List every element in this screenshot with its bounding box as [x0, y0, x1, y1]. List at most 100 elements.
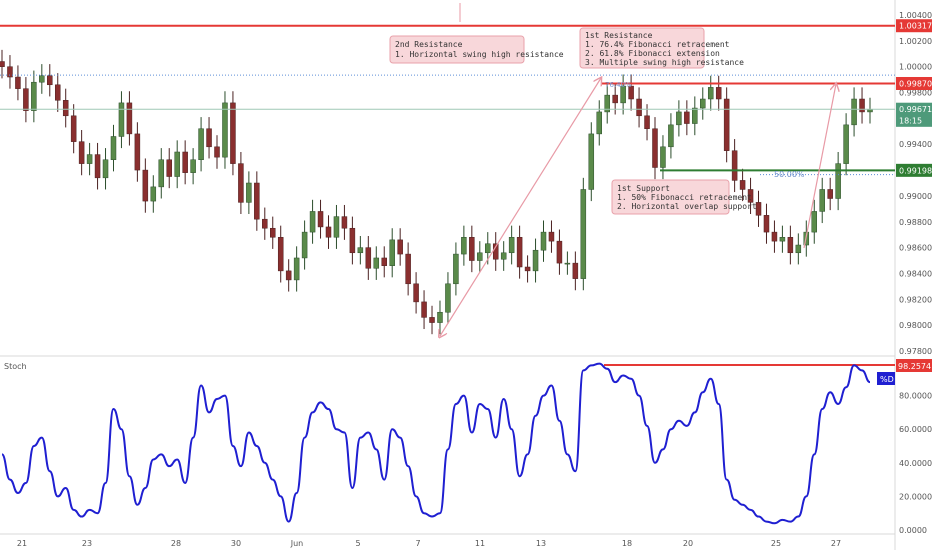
candle-body — [277, 237, 284, 272]
price-marker-label: 0.99198 — [899, 166, 932, 175]
time-tick-label: 25 — [771, 539, 781, 548]
candle-body — [214, 146, 220, 158]
first-resistance-note: 1st Resistance 1. 76.4% Fibonacci retrac… — [579, 27, 744, 69]
candle-body — [620, 85, 626, 104]
candle-body — [301, 231, 308, 259]
price-marker-badge — [896, 76, 932, 90]
candle-body — [0, 61, 5, 67]
candle-body — [676, 111, 682, 126]
price-tick-label: 0.98600 — [899, 244, 932, 253]
candle-body — [397, 239, 403, 255]
stoch-tick-label: 40.0000 — [899, 459, 932, 468]
candle-body — [429, 317, 435, 323]
price-tick-label: 1.00400 — [899, 11, 932, 20]
candle-body — [158, 159, 165, 188]
candle-body — [150, 186, 157, 202]
candle-body — [739, 180, 746, 190]
candle-body — [485, 243, 491, 254]
price-tick-label: 0.98000 — [899, 321, 932, 330]
time-tick-label: 27 — [831, 539, 841, 548]
fib-top-label: 76.40% — [605, 81, 632, 89]
candle-body — [477, 252, 483, 261]
note-line: 1. 76.4% Fibonacci retracement — [585, 40, 730, 49]
candle-body — [102, 159, 109, 179]
candle-body — [333, 216, 340, 238]
candle-body — [126, 102, 133, 135]
note-line: 2. Horizontal overlap support — [617, 202, 757, 211]
price-tick-label: 0.99400 — [899, 140, 932, 149]
note-title: 1st Support — [617, 184, 670, 193]
fib-50-label: 50.00% — [774, 170, 805, 179]
stoch-tick-label: 0.0000 — [899, 526, 927, 535]
price-tick-label: 1.00200 — [899, 37, 932, 46]
stoch-pane: Stoch 80.0000 60.0000 40.0000 20.0000 0.0000… — [1, 359, 932, 535]
price-tick-label: 0.97800 — [899, 347, 932, 356]
stoch-series-label: %D — [880, 375, 894, 384]
candle-body — [445, 283, 451, 313]
candle-body — [795, 244, 802, 254]
candle-body — [731, 150, 738, 181]
candle-body — [31, 81, 37, 111]
candle-body — [644, 115, 650, 129]
candle-body — [78, 141, 85, 164]
note-line: 2. 61.8% Fibonacci extension — [585, 49, 720, 58]
candle-body — [580, 189, 587, 279]
price-marker-label: 0.99870 — [899, 79, 932, 88]
candle-body — [588, 133, 595, 190]
stoch-tick-label: 80.0000 — [899, 392, 932, 401]
time-axis: 21 23 28 30 Jun 5 7 11 13 18 20 25 27 — [17, 539, 841, 548]
candle-body — [851, 98, 857, 126]
stoch-last-marker: 98.2574 — [896, 359, 932, 372]
candle-body — [70, 115, 77, 142]
candle-body — [548, 231, 555, 242]
price-tick-label: 0.99000 — [899, 192, 932, 201]
candle-body — [700, 98, 706, 109]
candle-body — [23, 88, 29, 111]
candle-body — [47, 75, 53, 86]
time-tick-label: 23 — [82, 539, 92, 548]
stoch-tick-label: 20.0000 — [899, 492, 932, 501]
candle-body — [222, 102, 228, 158]
time-tick-label: 11 — [475, 539, 485, 548]
price-marker-label: 0.99671 — [899, 105, 932, 114]
projection-arrow — [803, 84, 836, 249]
candle-body — [811, 211, 818, 233]
time-tick-label: 20 — [683, 539, 693, 548]
time-tick-label: Jun — [290, 539, 304, 548]
candle-body — [39, 75, 45, 83]
candle-body — [246, 182, 252, 203]
candle-body — [787, 237, 794, 254]
candle-body — [285, 270, 292, 281]
candle-body — [413, 283, 419, 303]
note-line: 1. Horizontal swing high resistance — [395, 50, 564, 59]
candle-body — [668, 124, 674, 148]
candle-body — [500, 252, 507, 260]
candle-body — [540, 231, 547, 251]
candle-body — [556, 240, 563, 264]
candle-body — [596, 111, 602, 135]
candle-body — [819, 189, 825, 212]
candle-body — [572, 262, 579, 279]
candle-body — [843, 124, 849, 164]
candle-body — [54, 84, 61, 101]
candle-body — [190, 159, 196, 173]
candle-body — [604, 94, 610, 113]
note-title: 2nd Resistance — [395, 40, 463, 49]
candle-body — [110, 136, 117, 160]
candle-body — [755, 202, 762, 216]
candle-body — [317, 211, 324, 228]
candle-body — [421, 301, 427, 318]
candle-body — [381, 257, 387, 266]
price-markers: 1.00317 0.99870 0.99671 18:15 0.99198 — [896, 19, 932, 177]
candle-body — [771, 231, 778, 242]
candle-body — [779, 237, 786, 242]
candle-body — [357, 247, 364, 254]
candle-body — [564, 262, 571, 265]
candle-body — [174, 151, 180, 177]
price-marker-badge — [896, 19, 932, 33]
candle-body — [182, 151, 188, 173]
candle-body — [238, 163, 244, 203]
note-title: 1st Resistance — [585, 31, 653, 40]
candle-body — [270, 227, 276, 238]
